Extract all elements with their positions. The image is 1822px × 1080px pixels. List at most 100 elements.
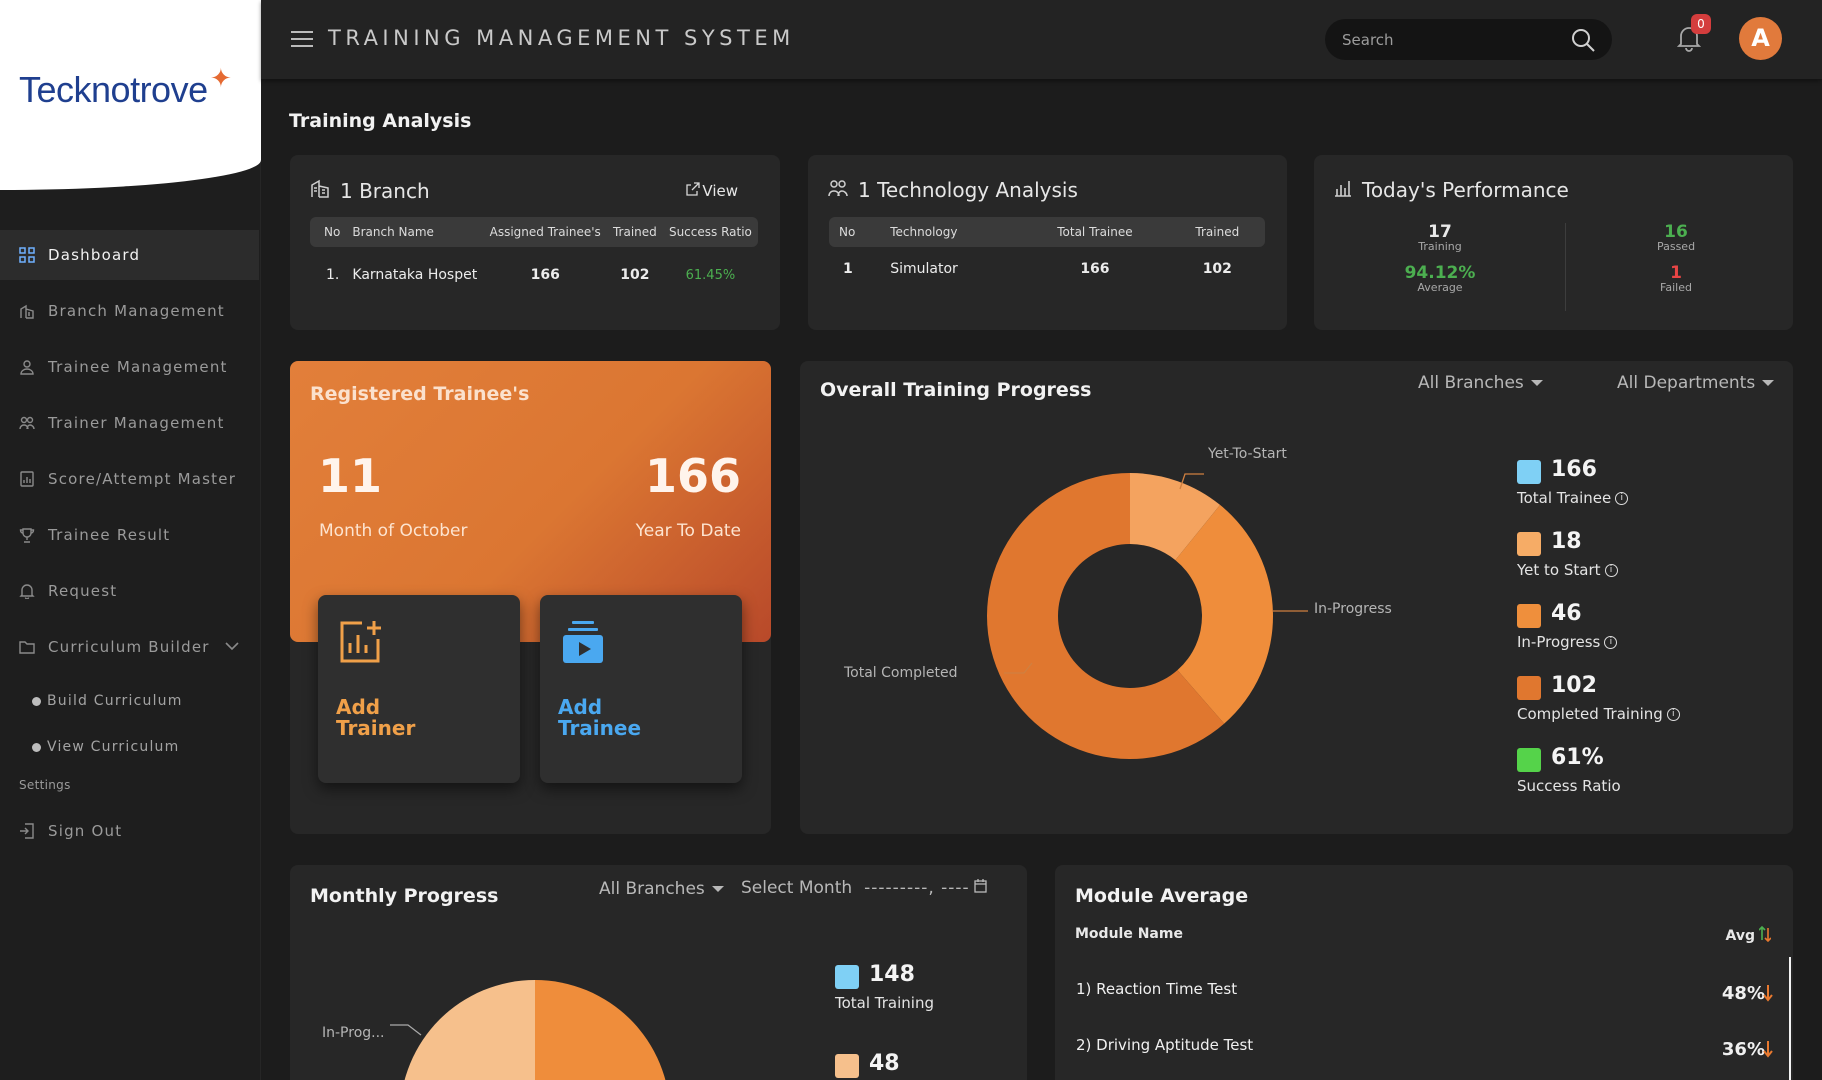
branch-card-header: 1 Branch	[310, 178, 430, 203]
sidebar: Tecknotrove ✦ Dashboard Branch Managemen…	[0, 0, 261, 1080]
month-label: Month of October	[319, 521, 468, 541]
department-filter-dropdown[interactable]: All Departments	[1617, 373, 1775, 393]
sidebar-subitem-build-curriculum[interactable]: Build Curriculum	[0, 678, 259, 724]
logo-star-icon: ✦	[210, 64, 232, 94]
branch-card-title: 1 Branch	[340, 178, 430, 203]
sidebar-item-curriculum-builder[interactable]: Curriculum Builder	[0, 622, 259, 672]
monthly-progress-card: Monthly Progress All Branches Select Mon…	[290, 865, 1027, 1080]
performance-title: Today's Performance	[1362, 178, 1569, 202]
add-trainee-line2: Trainee	[558, 716, 642, 740]
monthly-branch-filter[interactable]: All Branches	[599, 879, 724, 899]
sidebar-item-score-attempt-master[interactable]: Score/Attempt Master	[0, 454, 259, 504]
legend-value: 166	[1551, 457, 1597, 482]
legend-label: Completed Training i	[1517, 705, 1680, 723]
sort-icon	[1758, 925, 1772, 946]
table-cell: 1	[843, 261, 853, 277]
technology-table: No Technology Total Trainee Trained 1 Si…	[829, 217, 1265, 291]
legend-value: 18	[1551, 529, 1582, 554]
technology-card-header: 1 Technology Analysis	[828, 178, 1078, 202]
branch-card: 1 Branch View No Branch Name Assigned Tr…	[290, 155, 780, 330]
sidebar-item-trainer-management[interactable]: Trainer Management	[0, 398, 259, 448]
add-trainer-line1: Add	[336, 695, 381, 719]
module-row-value: 48%	[1721, 983, 1765, 1004]
training-stat: 17 Training 94.12% Average	[1390, 222, 1490, 294]
legend-label: Total Trainee i	[1517, 489, 1629, 507]
branch-filter-dropdown[interactable]: All Branches	[1418, 373, 1543, 393]
sidebar-item-dashboard[interactable]: Dashboard	[0, 230, 259, 280]
info-icon[interactable]: i	[1615, 492, 1629, 505]
legend-label: Success Ratio	[1517, 777, 1621, 795]
info-icon[interactable]: i	[1666, 708, 1680, 721]
module-row-name: 1) Reaction Time Test	[1076, 980, 1238, 998]
module-col-avg[interactable]: Avg	[1725, 925, 1772, 946]
view-button[interactable]: View	[686, 182, 738, 200]
table-cell: 1.	[326, 267, 340, 283]
brand-logo[interactable]: Tecknotrove	[19, 69, 208, 110]
branch-filter-value: All Branches	[1418, 373, 1524, 393]
monthly-branch-value: All Branches	[599, 879, 705, 899]
col-header: No	[839, 225, 856, 239]
legend-value: 148	[869, 962, 915, 987]
sidebar-item-trainee-management[interactable]: Trainee Management	[0, 342, 259, 392]
add-trainee-line1: Add	[558, 695, 603, 719]
add-trainee-label: Add Trainee	[558, 697, 641, 739]
callout-in-progress: In-Progress	[1314, 601, 1392, 617]
monthly-pie-chart	[390, 980, 666, 1080]
scrollbar[interactable]	[1789, 957, 1791, 1080]
chevron-down-icon[interactable]	[225, 639, 239, 655]
sidebar-subitem-view-curriculum[interactable]: View Curriculum	[0, 724, 259, 770]
sidebar-nav: Dashboard Branch Management Trainee Mana…	[0, 230, 259, 862]
sidebar-item-label: Trainee Result	[48, 526, 171, 544]
progress-donut-chart	[987, 473, 1308, 759]
app-title: TRAINING MANAGEMENT SYSTEM	[328, 26, 795, 50]
search-input[interactable]	[1342, 30, 1562, 49]
add-trainer-button[interactable]: Add Trainer	[318, 595, 520, 783]
legend-swatch	[1517, 748, 1541, 772]
legend-value: 102	[1551, 673, 1597, 698]
callout-yet-to-start: Yet-To-Start	[1208, 446, 1287, 462]
sidebar-item-trainee-result[interactable]: Trainee Result	[0, 510, 259, 560]
building-icon	[18, 302, 36, 320]
department-filter-value: All Departments	[1617, 373, 1756, 393]
month-value: 11	[318, 449, 383, 503]
col-header: Total Trainee	[1057, 225, 1133, 239]
donut-slice-in-progress[interactable]	[1175, 504, 1273, 724]
table-row[interactable]: 1 Simulator 166 102	[829, 247, 1265, 291]
bullet-icon	[32, 696, 41, 706]
col-header: No	[324, 225, 341, 239]
sidebar-item-request[interactable]: Request	[0, 566, 259, 616]
ytd-label: Year To Date	[635, 521, 741, 541]
sign-out-button[interactable]: Sign Out	[0, 806, 259, 856]
average-label: Average	[1417, 281, 1463, 294]
logo-area: Tecknotrove ✦	[0, 0, 261, 190]
table-row[interactable]: 1. Karnataka Hospet 166 102 61.45%	[310, 247, 758, 297]
search-box	[1325, 19, 1612, 60]
month-picker[interactable]: Select Month ---------, ----	[741, 878, 987, 898]
user-icon	[18, 358, 36, 376]
avg-label: Avg	[1725, 928, 1755, 944]
col-header: Branch Name	[352, 225, 434, 239]
donut-slice-yet-to-start[interactable]	[1130, 473, 1221, 561]
legend-swatch	[1517, 676, 1541, 700]
table-cell: 102	[620, 267, 650, 283]
sign-out-icon	[18, 822, 36, 840]
add-trainee-button[interactable]: Add Trainee	[540, 595, 742, 783]
sidebar-item-label: Curriculum Builder	[48, 638, 210, 656]
info-icon[interactable]: i	[1604, 636, 1618, 649]
view-label: View	[702, 182, 738, 200]
external-link-icon	[686, 182, 701, 200]
avatar[interactable]: A	[1739, 17, 1782, 60]
search-icon[interactable]	[1570, 27, 1596, 57]
info-icon[interactable]: i	[1604, 564, 1618, 577]
sidebar-item-branch-management[interactable]: Branch Management	[0, 286, 259, 336]
performance-card-header: Today's Performance	[1334, 178, 1569, 202]
hamburger-menu-icon[interactable]	[291, 31, 313, 47]
table-cell: 166	[1080, 261, 1110, 277]
legend-value: 46	[1551, 601, 1582, 626]
calendar-icon[interactable]	[974, 878, 987, 898]
donut-slice-completed[interactable]	[987, 473, 1225, 759]
table-cell: 61.45%	[685, 267, 736, 283]
col-header: Trained	[612, 225, 657, 239]
video-stack-icon	[560, 619, 608, 671]
